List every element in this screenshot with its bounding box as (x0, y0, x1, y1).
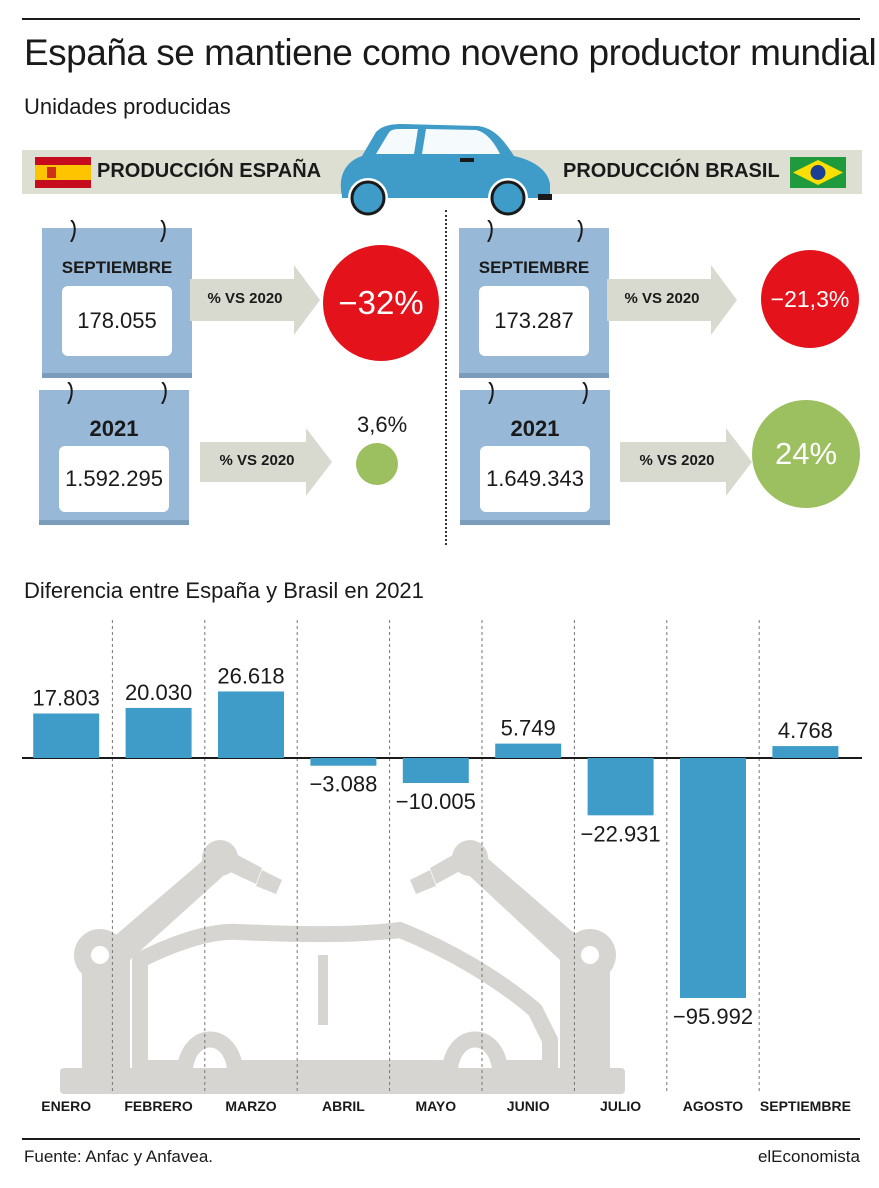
value-label-marzo: 26.618 (217, 663, 284, 688)
category-label-mayo: MAYO (415, 1098, 456, 1114)
brazil-year-value: 1.649.343 (480, 446, 590, 512)
bottom-rule (22, 1138, 860, 1140)
page-title: España se mantiene como noveno productor… (24, 32, 877, 73)
spain-september-label: SEPTIEMBRE (61, 258, 173, 277)
source-note: Fuente: Anfac y Anfavea. (24, 1147, 214, 1166)
brazil-year-change: 24% (752, 400, 860, 508)
spain-year-label: 2021 (89, 416, 139, 441)
arrow-icon (190, 265, 320, 335)
value-label-agosto: −95.992 (673, 1004, 753, 1029)
bar-junio (495, 743, 562, 758)
publisher-brand: elEconomista (757, 1147, 860, 1166)
calendar-ring-icon (577, 220, 583, 242)
bar-abril (310, 758, 377, 766)
brazil-september-change: −21,3% (761, 250, 859, 348)
category-label-septiembre: SEPTIEMBRE (760, 1098, 851, 1114)
spain-september-value: 178.055 (62, 286, 172, 356)
brazil-year-compare-label: % VS 2020 (639, 452, 715, 469)
category-label-agosto: AGOSTO (683, 1098, 744, 1114)
calendar-ring-icon (487, 220, 493, 242)
chart-value-labels: 17.803 20.030 26.618 −3.088 −10.005 5.749 −22.… (33, 663, 833, 1029)
spain-flag-icon (35, 157, 91, 188)
spain-year-compare-label: % VS 2020 (219, 452, 295, 469)
category-label-junio: JUNIO (507, 1098, 550, 1114)
calendar-ring-icon (161, 382, 167, 404)
bar-agosto (680, 758, 746, 998)
calendar-ring-icon (67, 382, 73, 404)
chart-category-labels: ENERO FEBRERO MARZO ABRIL MAYO JUNIO JULIO AGOS… (41, 1098, 851, 1114)
bar-julio (587, 758, 654, 816)
arrow-icon (620, 428, 752, 496)
calendar-ring-icon (488, 382, 494, 404)
bar-febrero (125, 707, 192, 758)
value-label-julio: −22.931 (581, 821, 661, 846)
value-label-abril: −3.088 (309, 772, 377, 797)
value-label-febrero: 20.030 (125, 680, 192, 705)
bar-septiembre (772, 746, 839, 758)
brazil-september-compare-label: % VS 2020 (624, 290, 700, 307)
calendar-ring-icon (70, 220, 76, 242)
category-label-enero: ENERO (41, 1098, 91, 1114)
spain-september-compare-label: % VS 2020 (207, 290, 283, 307)
calendar-ring-icon (160, 220, 166, 242)
bar-mayo (402, 758, 469, 784)
bar-marzo (218, 691, 284, 758)
assembly-line-illustration (60, 840, 625, 1094)
arrow-icon (607, 265, 737, 335)
brazil-flag-icon (790, 157, 846, 188)
bar-enero (33, 713, 100, 758)
spain-september-change: −32% (323, 245, 439, 361)
category-label-febrero: FEBRERO (124, 1098, 193, 1114)
value-label-enero: 17.803 (33, 685, 100, 710)
arrow-icon (200, 428, 332, 496)
brazil-september-label: SEPTIEMBRE (478, 258, 590, 277)
value-label-junio: 5.749 (501, 716, 556, 741)
page-subtitle: Unidades producidas (24, 94, 231, 119)
brazil-september-calendar: SEPTIEMBRE 173.287 (459, 220, 609, 378)
value-label-septiembre: 4.768 (778, 718, 833, 743)
calendar-ring-icon (582, 382, 588, 404)
category-label-abril: ABRIL (322, 1098, 365, 1114)
brazil-year-calendar: 2021 1.649.343 (460, 382, 610, 525)
spain-year-value: 1.592.295 (59, 446, 169, 512)
brazil-production-label: PRODUCCIÓN BRASIL (563, 160, 780, 182)
brazil-september-value: 173.287 (479, 286, 589, 356)
chart-title: Diferencia entre España y Brasil en 2021 (24, 578, 424, 603)
spain-year-calendar: 2021 1.592.295 (39, 382, 189, 525)
category-label-julio: JULIO (600, 1098, 641, 1114)
category-label-marzo: MARZO (225, 1098, 276, 1114)
chart-bars (33, 691, 839, 998)
brazil-year-label: 2021 (510, 416, 560, 441)
chart-gridlines (111, 620, 760, 1094)
spain-production-label: PRODUCCIÓN ESPAÑA (97, 160, 322, 182)
car-icon (340, 124, 552, 218)
top-rule (22, 18, 860, 20)
spain-year-change: 3,6% (357, 412, 408, 437)
value-label-mayo: −10.005 (396, 789, 476, 814)
spain-year-change-circle (356, 443, 398, 485)
section-divider (445, 210, 447, 545)
spain-september-calendar: SEPTIEMBRE 178.055 (42, 220, 192, 378)
